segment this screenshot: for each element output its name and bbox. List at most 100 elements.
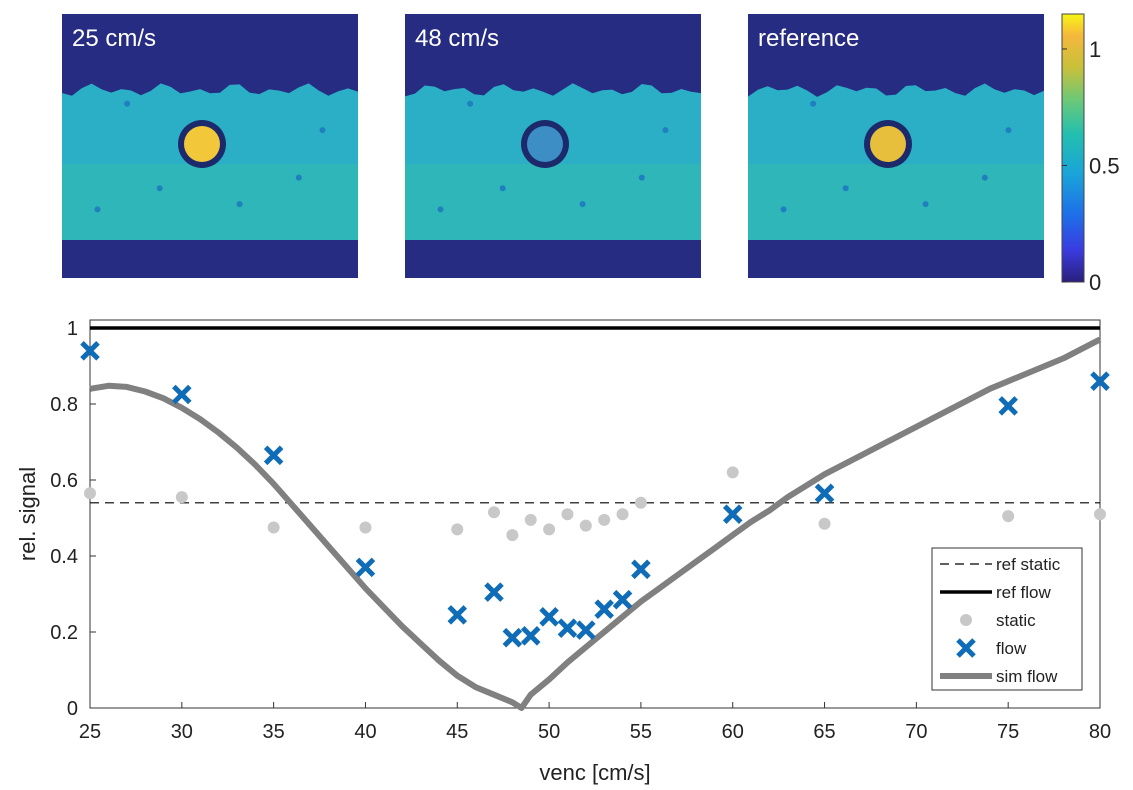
- gel-bubble: [467, 100, 474, 107]
- gel-bubble: [319, 127, 326, 134]
- flow-point: [80, 341, 100, 361]
- y-tick-label: 0.4: [50, 546, 78, 568]
- flow-point: [447, 605, 468, 625]
- x-tick-label: 50: [538, 721, 560, 743]
- x-tick-label: 70: [905, 721, 927, 743]
- gel-bubble: [124, 100, 131, 107]
- gel-bubble: [437, 206, 444, 213]
- colorbar: 10.50: [1061, 13, 1120, 295]
- gel-bubble: [638, 174, 645, 181]
- static-point: [84, 487, 96, 500]
- x-tick-label: 45: [446, 721, 468, 743]
- colorbar-gradient: [1061, 13, 1085, 283]
- x-tick-label: 30: [171, 721, 193, 743]
- y-tick-label: 0.6: [50, 470, 78, 492]
- flow-point: [814, 483, 835, 504]
- sim-flow-curve: [89, 336, 1102, 711]
- colorbar-tick-label: 1: [1089, 37, 1101, 62]
- legend-flow-swatch: [956, 638, 976, 658]
- gel-bubble: [579, 201, 586, 208]
- gel-lower-shade: [405, 164, 701, 240]
- y-tick-label: 0.2: [50, 622, 78, 644]
- static-point: [488, 506, 500, 519]
- static-point: [579, 519, 592, 532]
- static-point: [451, 523, 464, 536]
- panel-label: reference: [758, 25, 859, 52]
- static-point: [818, 517, 831, 530]
- flow-point: [355, 557, 376, 578]
- gel-bubble: [780, 206, 787, 213]
- panel-label: 25 cm/s: [72, 25, 156, 52]
- flow-point: [576, 620, 596, 640]
- gel-bubble: [662, 127, 669, 134]
- colorbar-tick-label: 0.5: [1089, 153, 1120, 178]
- gel-bubble: [236, 201, 243, 208]
- legend-label: flow: [996, 639, 1027, 658]
- flow-point: [722, 504, 743, 524]
- flow-point: [172, 384, 192, 405]
- flow-point: [594, 599, 614, 619]
- colorbar-tick-label: 0: [1089, 270, 1101, 295]
- x-axis-label: venc [cm/s]: [539, 760, 650, 785]
- gel-bubble: [842, 185, 849, 192]
- static-point: [561, 508, 574, 521]
- image-panel: 48 cm/s: [405, 14, 701, 278]
- image-panels: 25 cm/s 48 cm/s reference: [62, 14, 1044, 278]
- static-point: [359, 521, 372, 534]
- legend-static-swatch: [960, 614, 972, 626]
- legend: ref static ref flow static flow sim flow: [931, 547, 1083, 691]
- gel-bubble: [94, 206, 101, 213]
- y-tick-label: 0: [67, 698, 78, 720]
- static-point: [506, 529, 519, 542]
- x-tick-label: 55: [630, 721, 652, 743]
- tube-lumen: [184, 126, 220, 162]
- static-point: [543, 523, 556, 536]
- x-tick-label: 60: [722, 721, 744, 743]
- flow-point: [998, 396, 1018, 416]
- x-tick-label: 35: [263, 721, 285, 743]
- legend-label: static: [996, 611, 1036, 630]
- static-point: [524, 513, 537, 526]
- x-tick-label: 75: [997, 721, 1019, 743]
- gel-lower-shade: [62, 164, 358, 240]
- static-point: [598, 513, 611, 526]
- static-point: [726, 466, 739, 479]
- gel-bubble: [156, 185, 163, 192]
- flow-point: [263, 445, 284, 466]
- flow-point: [520, 626, 541, 646]
- static-point: [175, 491, 188, 504]
- gel-bubble: [922, 201, 929, 208]
- flow-point: [484, 582, 504, 602]
- flow-point: [631, 559, 651, 580]
- gel-lower-shade: [748, 164, 1044, 240]
- x-tick-label: 65: [813, 721, 835, 743]
- flow-point: [612, 589, 633, 610]
- y-tick-label: 1: [67, 318, 78, 340]
- gel-bubble: [981, 174, 988, 181]
- gel-bubble: [810, 100, 817, 107]
- tube-lumen: [870, 126, 906, 162]
- legend-label: ref static: [996, 555, 1061, 574]
- y-tick-label: 0.8: [50, 394, 78, 416]
- flow-point: [557, 618, 578, 638]
- static-point: [267, 521, 280, 534]
- flow-point: [539, 607, 559, 627]
- static-point: [1002, 510, 1015, 523]
- x-tick-label: 40: [354, 721, 376, 743]
- panel-label: 48 cm/s: [415, 25, 499, 52]
- gel-bubble: [1005, 127, 1012, 134]
- legend-label: sim flow: [996, 667, 1058, 686]
- x-tick-label: 80: [1089, 721, 1111, 743]
- gel-bubble: [295, 174, 302, 181]
- image-panel: 25 cm/s: [62, 14, 358, 278]
- axis-ticks: 25 30 35 40 45 50 55 60 65 70 75 80 0 0.2 0.4 0.6 0.8 1: [50, 318, 1111, 743]
- flow-point: [502, 627, 523, 648]
- image-panel: reference: [748, 14, 1044, 278]
- legend-label: ref flow: [996, 583, 1052, 602]
- flow-point: [1090, 371, 1110, 391]
- legend-box: [931, 547, 1083, 691]
- static-point: [616, 508, 629, 521]
- y-axis-label: rel. signal: [15, 467, 40, 561]
- static-point: [634, 496, 647, 509]
